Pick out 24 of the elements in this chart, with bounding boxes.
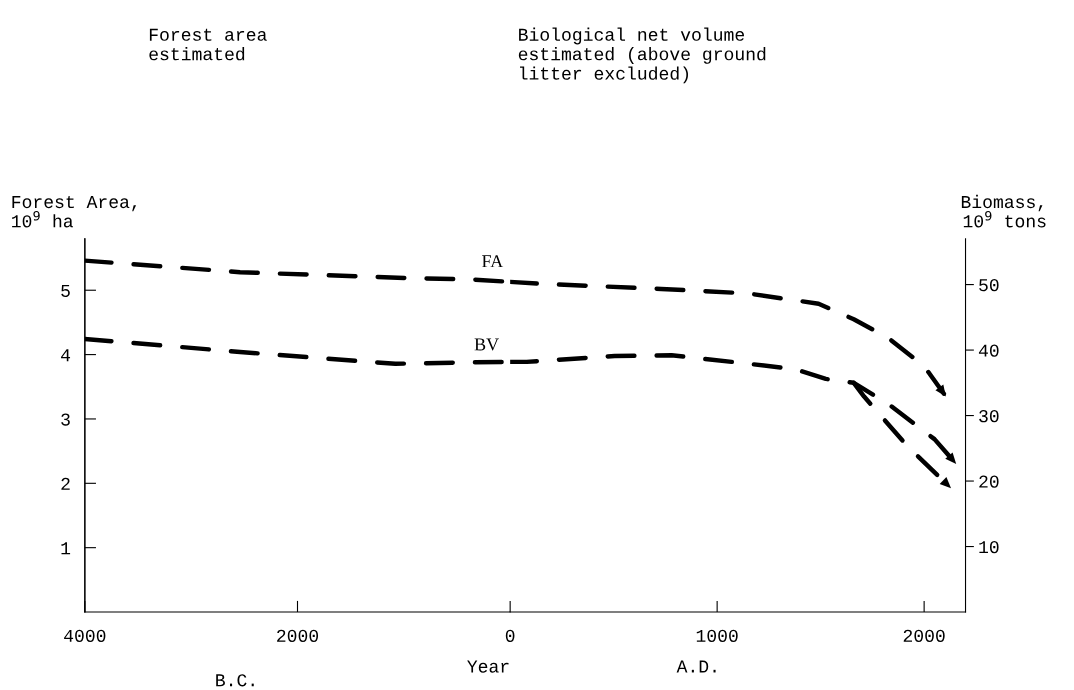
- x-tick-label: 2000: [277, 629, 319, 642]
- x-tick-label: 1000: [696, 629, 738, 642]
- y2-tick-label: 20: [979, 475, 999, 488]
- x-tick-label: 4000: [64, 629, 106, 642]
- text: B.C.: [216, 674, 254, 687]
- y-tick-label: 4: [61, 349, 71, 362]
- y-tick-label: 3: [61, 413, 70, 426]
- y2-tick-label: 40: [978, 344, 999, 357]
- series-label: FA: [482, 255, 504, 268]
- x-tick-label: 2000: [903, 629, 945, 642]
- y2-tick-label: 10: [979, 541, 999, 554]
- series-label: BV: [474, 338, 499, 351]
- y-tick-label: 1: [61, 542, 71, 555]
- y-tick-label: 5: [61, 284, 70, 297]
- y2-axis-title: Biomass, 10$^{9}$ tons: [961, 194, 1046, 228]
- text: Biological net volume estimated (above ground litter excluded): [518, 27, 766, 84]
- x-axis-title: Year: [467, 660, 509, 673]
- text: Forest area estimated: [149, 28, 267, 61]
- y2-tick-label: 30: [979, 410, 999, 423]
- y-tick-label: 2: [61, 477, 70, 490]
- text: A.D.: [676, 660, 716, 673]
- x-tick-label: 0: [505, 629, 515, 642]
- y2-tick-label: 50: [979, 279, 999, 292]
- y-axis-title: Forest Area, 10$^{9}$ ha: [12, 195, 137, 228]
